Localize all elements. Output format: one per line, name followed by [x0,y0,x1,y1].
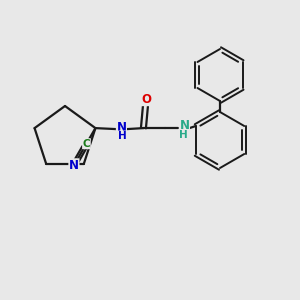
Text: N: N [116,121,126,134]
Text: N: N [179,118,189,132]
Text: H: H [118,131,127,141]
Text: H: H [179,130,188,140]
Text: N: N [69,159,79,172]
Text: C: C [82,139,90,149]
Text: O: O [141,93,152,106]
